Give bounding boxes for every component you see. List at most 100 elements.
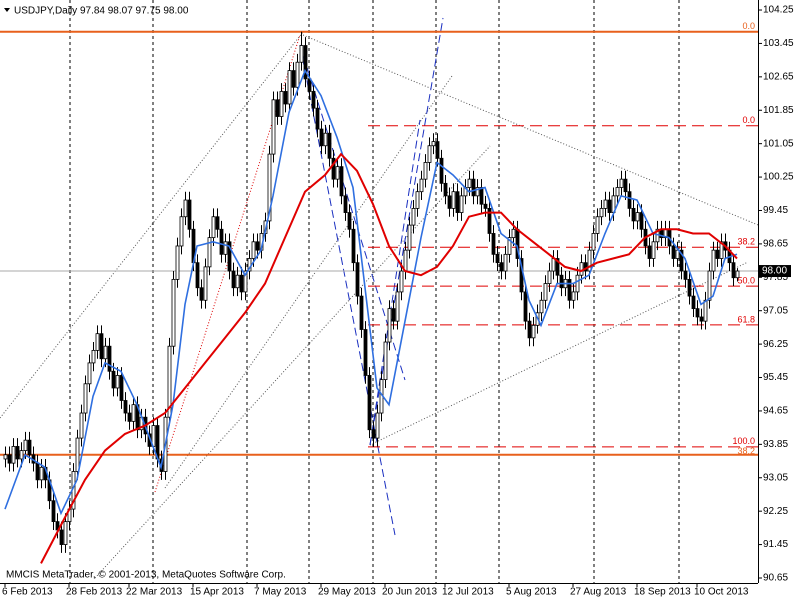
ma-line bbox=[40, 152, 738, 564]
candles bbox=[3, 31, 740, 553]
candle-body bbox=[331, 157, 336, 180]
x-tick-label: 27 Aug 2013 bbox=[570, 587, 627, 598]
menu-arrow[interactable] bbox=[4, 8, 10, 12]
y-tick-label: 91.45 bbox=[763, 539, 788, 550]
candle-body bbox=[415, 191, 420, 209]
candle-body bbox=[243, 270, 248, 293]
candle-body bbox=[499, 262, 504, 272]
candle-body bbox=[719, 241, 724, 259]
current-price-box bbox=[759, 265, 791, 278]
candle-body bbox=[347, 212, 352, 230]
candle-body bbox=[295, 61, 300, 88]
candle-body bbox=[483, 203, 488, 209]
y-tick-label: 93.05 bbox=[763, 472, 788, 483]
candle-body bbox=[383, 341, 388, 381]
axes: 104.25 103.45 102.65 101.85 101.05 100.25 99.4… bbox=[2, 5, 794, 598]
candle-body bbox=[367, 375, 372, 431]
candle-body bbox=[115, 375, 120, 389]
y-tick-label: 96.25 bbox=[763, 339, 788, 350]
candle-body bbox=[291, 70, 296, 88]
candle-body bbox=[99, 333, 104, 360]
x-tick-label: 15 Apr 2013 bbox=[190, 587, 244, 598]
candle-body bbox=[543, 283, 548, 301]
y-tick-label: 101.85 bbox=[763, 105, 794, 116]
y-tick-label: 97.05 bbox=[763, 305, 788, 316]
candle-body bbox=[183, 199, 188, 218]
candle-body bbox=[599, 207, 604, 218]
candle-body bbox=[491, 233, 496, 255]
ma-line bbox=[4, 68, 738, 516]
x-tick-label: 10 Oct 2013 bbox=[694, 587, 749, 598]
candle-body bbox=[23, 439, 28, 452]
candle-body bbox=[83, 383, 88, 414]
candle-body bbox=[395, 291, 400, 322]
candle-body bbox=[303, 45, 308, 80]
candle-body bbox=[271, 99, 276, 155]
candle-body bbox=[131, 404, 136, 422]
candle-body bbox=[431, 141, 436, 147]
candle-body bbox=[103, 345, 108, 360]
candle-body bbox=[11, 446, 16, 464]
candle-body bbox=[355, 262, 360, 297]
candle-body bbox=[335, 166, 340, 180]
fib-label: 0.0 bbox=[742, 115, 755, 125]
candle-body bbox=[287, 70, 292, 105]
candle-body bbox=[219, 228, 224, 255]
candle-body bbox=[107, 345, 112, 372]
candle-body bbox=[691, 295, 696, 310]
candle-body bbox=[571, 291, 576, 301]
candle-body bbox=[327, 132, 332, 159]
candle-body bbox=[307, 78, 312, 92]
candle-body bbox=[27, 439, 32, 456]
candle-body bbox=[471, 178, 476, 197]
candle-body bbox=[459, 195, 464, 213]
candle-body bbox=[279, 91, 284, 117]
candle-body bbox=[195, 262, 200, 289]
candle-body bbox=[623, 178, 628, 193]
candle-body bbox=[251, 241, 256, 259]
x-tick-label: 22 Mar 2013 bbox=[126, 587, 183, 598]
candle-body bbox=[683, 270, 688, 280]
fib-label: 38.2 bbox=[737, 446, 755, 456]
candle-body bbox=[91, 349, 96, 364]
candle-body bbox=[371, 429, 376, 439]
candle-body bbox=[595, 216, 600, 234]
candle-body bbox=[447, 195, 452, 209]
fan-line bbox=[299, 44, 406, 381]
candle-body bbox=[607, 199, 612, 213]
candle-body bbox=[411, 207, 416, 226]
y-tick-label: 101.05 bbox=[763, 138, 794, 149]
candle-body bbox=[399, 270, 404, 293]
y-tick-label: 95.45 bbox=[763, 372, 788, 383]
candle-body bbox=[703, 299, 708, 322]
candle-body bbox=[615, 187, 620, 197]
candle-body bbox=[675, 249, 680, 259]
candle-body bbox=[639, 212, 644, 230]
candle-body bbox=[687, 278, 692, 297]
candle-body bbox=[511, 228, 516, 239]
x-tick-label: 28 Feb 2013 bbox=[66, 587, 123, 598]
candle-body bbox=[207, 237, 212, 268]
candle-body bbox=[111, 370, 116, 389]
y-tick-label: 92.25 bbox=[763, 506, 788, 517]
candle-body bbox=[707, 270, 712, 301]
y-tick-label: 103.45 bbox=[763, 38, 794, 49]
levels: 0.0 38.2 0.0 38.2 50.0 61.8 100.0 bbox=[0, 21, 758, 456]
candle-body bbox=[555, 258, 560, 276]
candle-body bbox=[387, 308, 392, 343]
y-tick-label: 102.65 bbox=[763, 71, 794, 82]
triangle-line bbox=[302, 34, 759, 226]
candle-body bbox=[391, 308, 396, 322]
candle-body bbox=[715, 249, 720, 259]
candle-body bbox=[503, 253, 508, 272]
candle-body bbox=[443, 182, 448, 197]
candle-body bbox=[619, 178, 624, 188]
candle-body bbox=[239, 274, 244, 293]
candle-body bbox=[283, 91, 288, 105]
current-price-label: 98.00 bbox=[762, 266, 787, 277]
candle-body bbox=[275, 99, 280, 117]
candle-body bbox=[231, 270, 236, 289]
candle-body bbox=[363, 329, 368, 376]
candle-body bbox=[475, 187, 480, 197]
